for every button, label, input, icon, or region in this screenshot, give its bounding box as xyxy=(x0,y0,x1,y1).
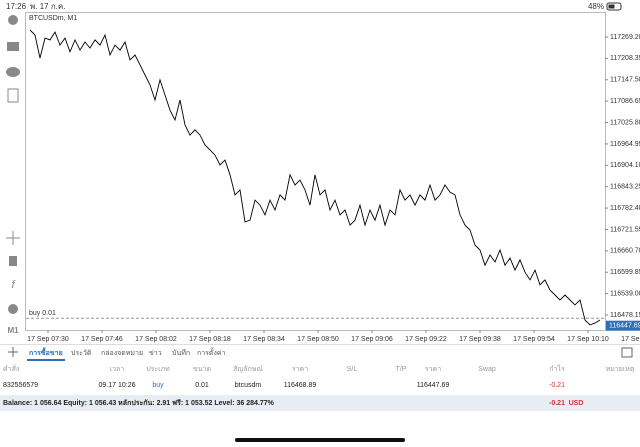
battery-level xyxy=(608,4,615,9)
active-tab-underline xyxy=(27,359,65,361)
indicator-icon[interactable]: f xyxy=(11,279,15,291)
cell-open-price: 116468.89 xyxy=(284,382,317,389)
new-order-icon[interactable] xyxy=(7,88,19,103)
chart-layer: 117269.20 117208.35 117147.50 117086.65 1170… xyxy=(26,29,640,343)
x-tick-label: 17 Sep 08:50 xyxy=(297,336,339,343)
summary-currency: USD xyxy=(569,400,584,407)
add-button[interactable] xyxy=(8,347,18,357)
y-tick-label: 116478.15 xyxy=(610,312,640,319)
y-tick-label: 116904.10 xyxy=(610,162,640,169)
y-tick-label: 116964.95 xyxy=(610,141,640,148)
objects-icon[interactable] xyxy=(8,304,18,314)
y-tick-label: 116539.00 xyxy=(610,290,640,297)
x-tick-label: 17 Sep 07:30 xyxy=(27,336,69,343)
order-line-label: buy 0.01 xyxy=(29,310,56,317)
column-header: ราคา xyxy=(292,366,308,373)
y-tick-label: 116843.25 xyxy=(610,184,640,191)
cell-volume: 0.01 xyxy=(195,382,209,389)
cell-profit: -0.21 xyxy=(549,382,565,389)
column-header: ขนาด xyxy=(193,366,211,373)
column-header: Swap xyxy=(478,366,496,373)
x-tick-label: 17 Sep 09:38 xyxy=(459,336,501,343)
x-tick-label: 17 Sep 09:54 xyxy=(513,336,555,343)
tab[interactable]: กล่องจดหมาย xyxy=(101,350,143,357)
x-tick-label: 17 Sep 08:18 xyxy=(189,336,231,343)
y-tick-label: 116721.55 xyxy=(610,226,640,233)
summary-profit: -0.21 xyxy=(549,400,565,407)
y-tick-label: 117208.35 xyxy=(610,55,640,62)
x-tick-label: 17 Sep 08:02 xyxy=(135,336,177,343)
positions-table: คำสั่ง เวลา ประเภท ขนาด สัญลักษณ์ ราคา S/L T/P ร… xyxy=(3,364,635,389)
y-tick-label: 117147.50 xyxy=(610,77,640,84)
status-time: 17:26 xyxy=(6,2,27,11)
left-toolbar: f xyxy=(6,15,20,314)
cell-price: 116447.69 xyxy=(417,382,450,389)
y-tick-label: 117086.65 xyxy=(610,98,640,105)
account-icon[interactable] xyxy=(8,15,18,25)
cell-time: 09.17 10:26 xyxy=(99,382,136,389)
battery: 48% xyxy=(588,2,604,11)
status-date: พ. 17 ก.ค. xyxy=(30,2,65,11)
column-header: ราคา xyxy=(425,366,441,373)
summary-text: Balance: 1 056.64 Equity: 1 056.43 หลักป… xyxy=(3,399,275,407)
crosshair-icon[interactable] xyxy=(6,231,20,245)
layout-button[interactable] xyxy=(621,347,633,358)
x-tick-label: 17 Sep 09:22 xyxy=(405,336,447,343)
x-tick-label: 17 Sep 10:10 xyxy=(567,336,609,343)
home-indicator xyxy=(235,438,405,442)
chart-frame xyxy=(25,12,606,331)
tab[interactable]: การตั้งค่า xyxy=(197,346,226,357)
current-price-label: 116447.69 xyxy=(609,323,640,330)
battery-icon xyxy=(606,2,622,11)
x-tick-label: 17 Sep 07:46 xyxy=(81,336,123,343)
summary-bar xyxy=(0,395,640,411)
y-tick-label: 116599.85 xyxy=(610,269,640,276)
column-header: S/L xyxy=(347,366,358,373)
candle-icon[interactable] xyxy=(9,256,17,266)
cell-symbol: btcusdm xyxy=(235,382,262,389)
x-tick-label: 17 Sep 09:06 xyxy=(351,336,393,343)
current-price-box xyxy=(606,320,640,331)
tab[interactable]: ข่าว xyxy=(149,350,162,357)
tab[interactable]: บันทึก xyxy=(172,348,190,357)
column-header: สัญลักษณ์ xyxy=(233,365,263,373)
tab[interactable]: การซื้อขาย xyxy=(29,346,63,357)
column-header: หมายเหตุ xyxy=(606,366,635,373)
y-tick-label: 117269.20 xyxy=(610,34,640,41)
cell-ticket: 832556579 xyxy=(3,382,38,389)
x-tick-label: 17 Sep 10:26 xyxy=(621,336,640,343)
trade-icon[interactable] xyxy=(7,42,19,51)
column-header: ประเภท xyxy=(146,366,170,373)
y-tick-label: 116660.70 xyxy=(610,248,640,255)
y-tick-label: 117025.80 xyxy=(610,119,640,126)
price-line xyxy=(29,29,601,326)
column-header: เวลา xyxy=(110,366,125,373)
column-header: คำสั่ง xyxy=(3,364,19,373)
column-header: กำไร xyxy=(549,364,565,373)
y-tick-label: 116782.40 xyxy=(610,205,640,212)
tab[interactable]: ประวัติ xyxy=(71,349,92,357)
column-header: T/P xyxy=(396,366,407,373)
chart-symbol: BTCUSDm, M1 xyxy=(29,15,77,22)
x-tick-label: 17 Sep 08:34 xyxy=(243,336,285,343)
tabs: การซื้อขาย ประวัติ กล่องจดหมาย ข่าว บันทึก กา… xyxy=(27,346,226,361)
chat-icon[interactable] xyxy=(6,67,20,77)
cell-type: buy xyxy=(152,382,164,389)
timeframe[interactable]: M1 xyxy=(7,326,19,335)
